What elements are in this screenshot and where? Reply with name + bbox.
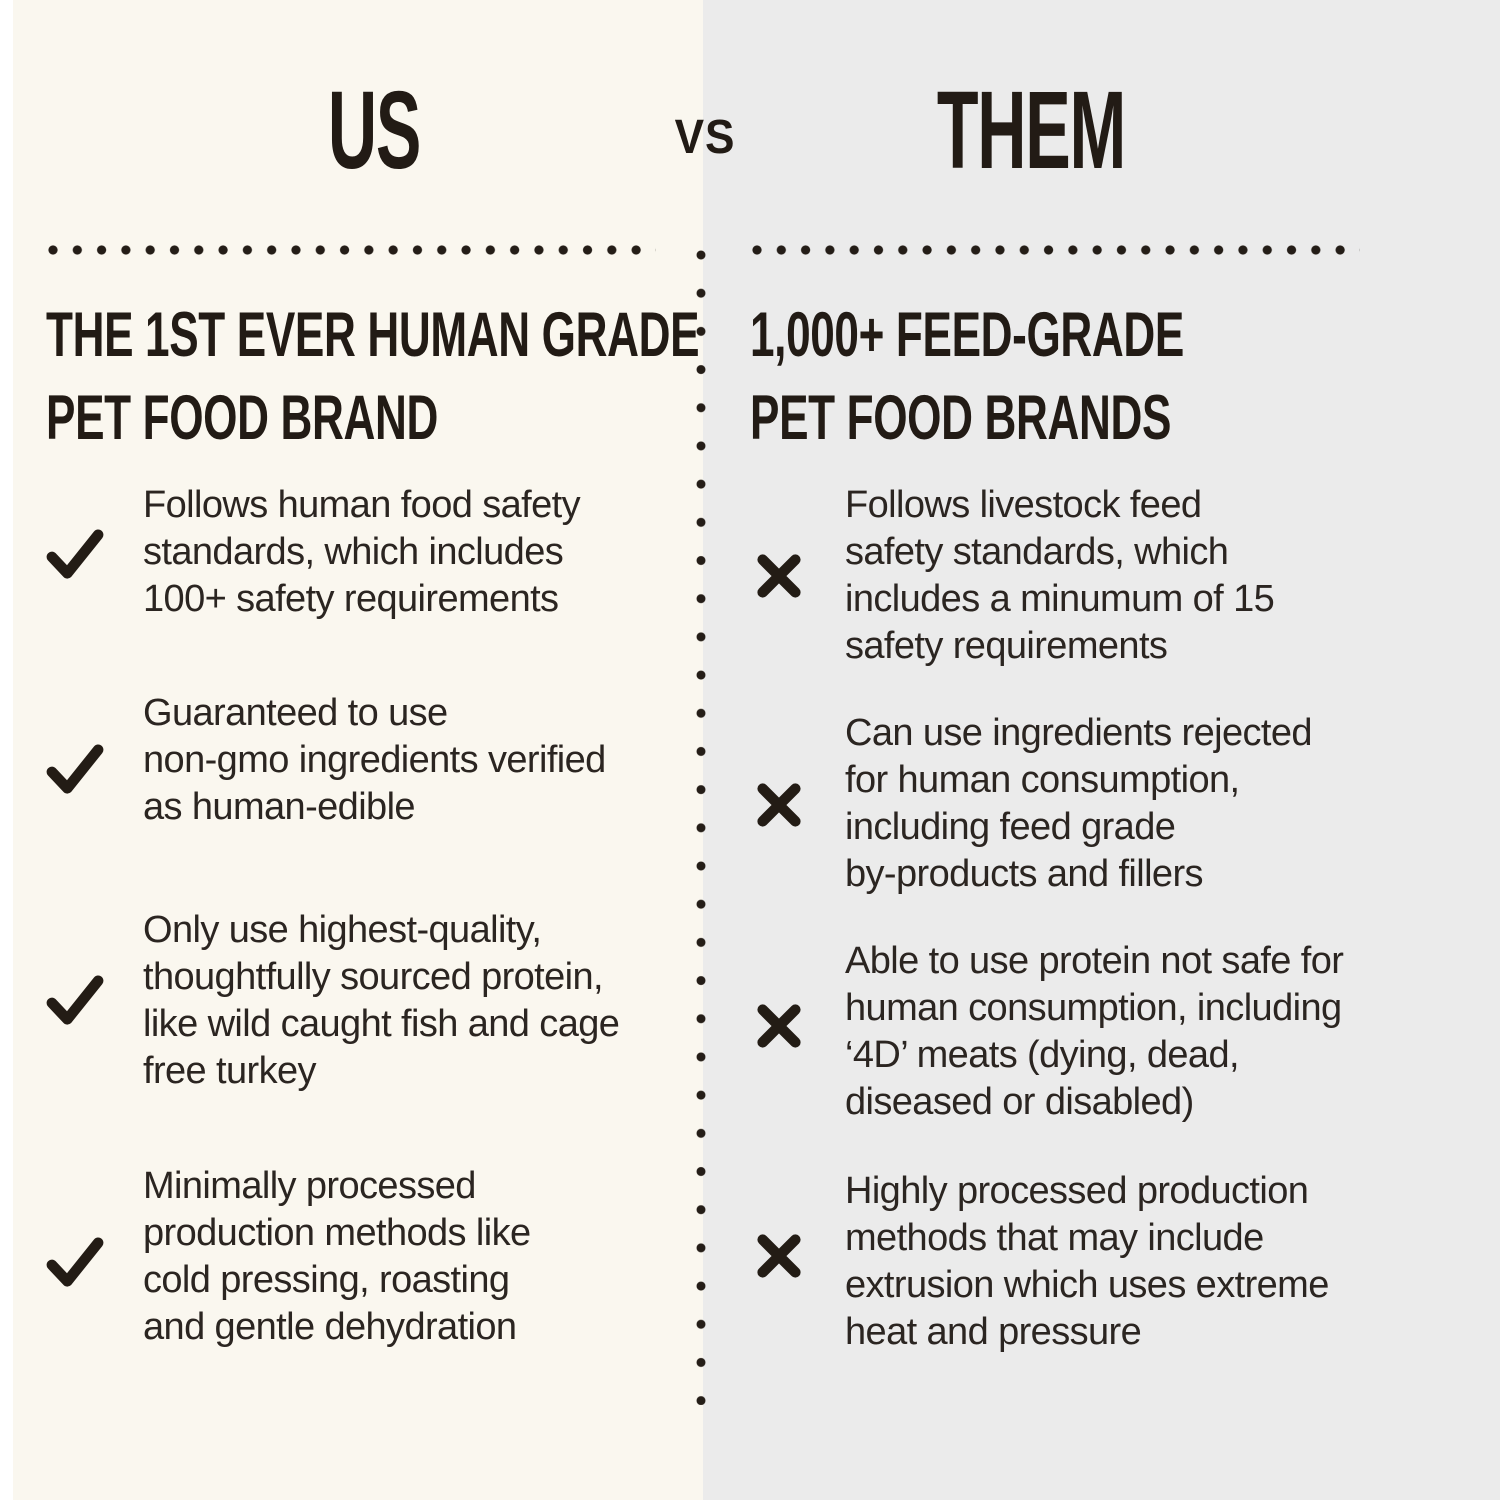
check-icon: [46, 907, 143, 1027]
them-item-3: Able to use protein not safe for human c…: [750, 938, 1370, 1126]
cross-icon: [750, 482, 845, 600]
check-icon: [46, 1163, 143, 1289]
item-text: Only use highest-quality, thoughtfully s…: [143, 909, 620, 1092]
them-title: THEM: [936, 69, 1126, 192]
them-item-4: Highly processed production methods that…: [750, 1168, 1370, 1356]
item-text: Minimally processed production methods l…: [143, 1165, 531, 1348]
us-item-3: Only use highest-quality, thoughtfully s…: [46, 907, 666, 1095]
cross-icon: [750, 1168, 845, 1280]
item-text: Follows livestock feed safety standards,…: [845, 484, 1275, 667]
us-item-1: Follows human food safety standards, whi…: [46, 482, 666, 623]
them-item-2: Can use ingredients rejected for human c…: [750, 710, 1370, 898]
check-icon: [46, 690, 143, 796]
us-column-heading: THE 1ST EVER HUMAN GRADE PET FOOD BRAND: [46, 300, 700, 453]
us-item-4: Minimally processed production methods l…: [46, 1163, 666, 1351]
item-text: Follows human food safety standards, whi…: [143, 484, 581, 620]
left-dotted-divider: [48, 245, 656, 255]
cross-icon: [750, 938, 845, 1050]
item-text: Can use ingredients rejected for human c…: [845, 712, 1313, 895]
cross-icon: [750, 710, 845, 829]
right-dotted-divider: [752, 245, 1360, 255]
us-item-2: Guaranteed to use non-gmo ingredients ve…: [46, 690, 666, 831]
vertical-dotted-divider: [696, 250, 706, 1405]
them-item-1: Follows livestock feed safety standards,…: [750, 482, 1370, 670]
item-text: Able to use protein not safe for human c…: [845, 940, 1344, 1123]
them-column-heading: 1,000+ FEED-GRADE PET FOOD BRANDS: [750, 300, 1184, 453]
check-icon: [46, 482, 143, 581]
item-text: Guaranteed to use non-gmo ingredients ve…: [143, 692, 606, 828]
item-text: Highly processed production methods that…: [845, 1170, 1329, 1353]
vs-label: VS: [674, 111, 736, 164]
us-title: US: [327, 69, 422, 192]
